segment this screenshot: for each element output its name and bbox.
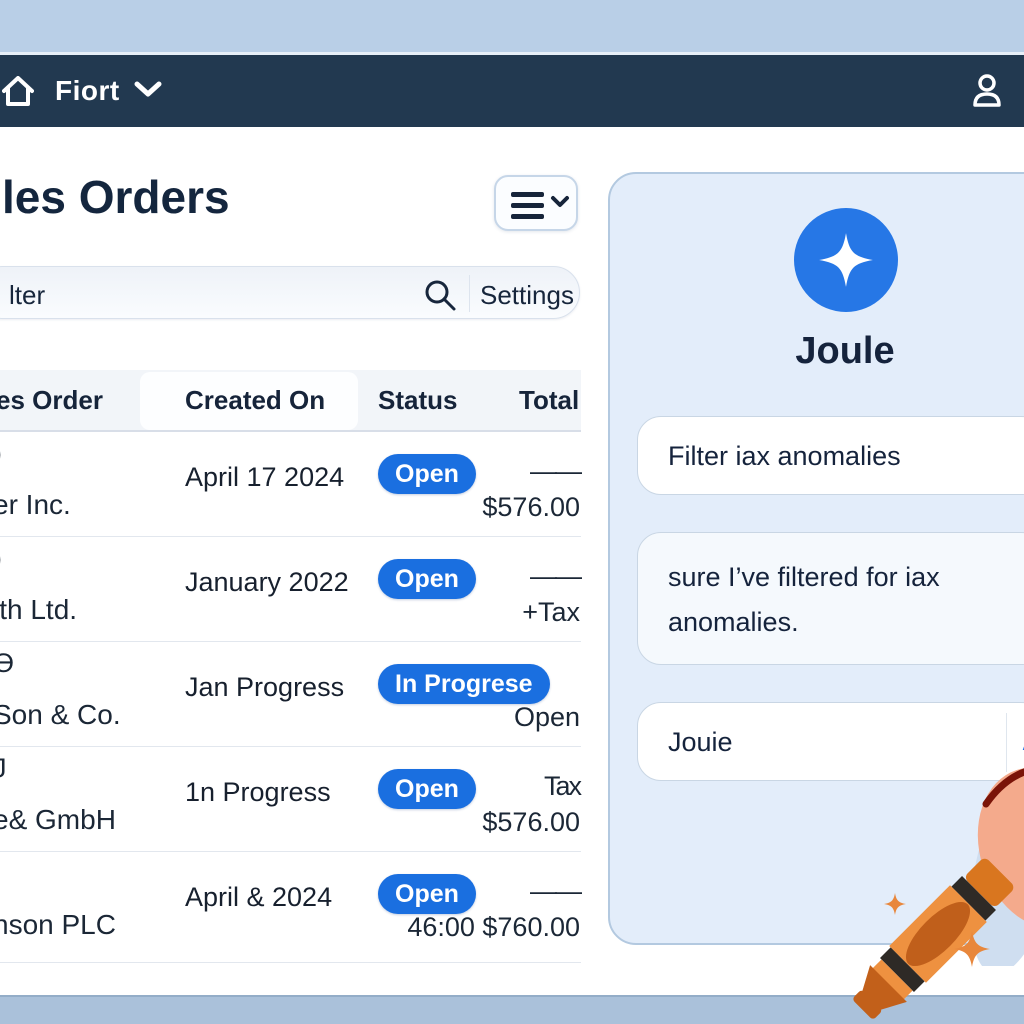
customer-name: e& GmbH: [0, 804, 116, 835]
app-switcher[interactable]: Fiort: [55, 55, 162, 127]
created-on-cell: April & 2024: [185, 882, 333, 912]
total-amount: +Tax: [522, 597, 580, 627]
top-decor-band: [0, 0, 1024, 52]
total-cell: ——: [530, 456, 582, 486]
total-amount: $576.00: [482, 492, 580, 522]
total-amount: $576.00: [482, 807, 580, 837]
column-header-created-on[interactable]: Created On: [185, 385, 326, 415]
settings-button[interactable]: Settings: [480, 280, 574, 310]
filterbar-divider: [469, 275, 470, 312]
created-on-cell: January 2022: [185, 567, 349, 597]
joule-title: Joule: [795, 330, 895, 372]
total-amount: 46:00 $760.00: [407, 912, 580, 942]
view-menu-button[interactable]: [494, 175, 578, 231]
page-title: les Orders: [2, 171, 230, 223]
total-cell: ——: [530, 561, 582, 591]
customer-name: nson PLC: [0, 909, 116, 940]
input-divider: [1006, 713, 1007, 772]
table-header: es Order Created On Status Total: [0, 370, 581, 432]
top-decor-line: [0, 52, 1024, 55]
sparkle-diamond-icon: [818, 232, 874, 293]
chevron-down-icon: [550, 195, 570, 214]
table-row[interactable]: J e& GmbH 1n Progress Open Tax $576.00: [0, 747, 582, 852]
joule-chat-input[interactable]: Jouie Ad: [637, 702, 1024, 781]
app-title: Fiort: [55, 75, 120, 106]
chevron-down-icon: [134, 80, 162, 103]
chat-input-value: Jouie: [668, 727, 733, 757]
order-number: Ɵ: [0, 648, 15, 678]
status-badge: In Progrese: [378, 664, 550, 704]
column-header-sales-order[interactable]: es Order: [0, 385, 103, 415]
total-cell: Tax: [543, 771, 582, 801]
order-number: J: [0, 753, 7, 784]
joule-assistant-panel: Joule Filter iax anomalies sure I’ve fil…: [608, 172, 1024, 945]
column-header-total[interactable]: Total: [519, 385, 580, 415]
filter-input[interactable]: lter Settings: [0, 266, 580, 319]
header-cell-highlight: [140, 372, 358, 430]
joule-logo: [794, 208, 898, 312]
status-badge: Open: [378, 559, 476, 599]
chat-message-text: sure I’ve filtered for iax anomalies.: [668, 562, 940, 637]
customer-name: ith Ltd.: [0, 594, 78, 625]
sparkle-icon: [954, 931, 990, 972]
sparkle-icon: [884, 893, 906, 920]
created-on-cell: Jan Progress: [185, 672, 345, 702]
created-on-cell: April 17 2024: [185, 462, 345, 492]
search-icon[interactable]: [423, 278, 457, 317]
customer-name: er Inc.: [0, 489, 71, 520]
status-badge: Open: [378, 454, 476, 494]
table-row[interactable]: l nson PLC April & 2024 Open —— 46:00 $7…: [0, 852, 582, 963]
table-row[interactable]: Ɵ Son & Co. Jan Progress In Progrese Ope…: [0, 642, 581, 747]
crayon-icon: [838, 842, 1024, 1024]
total-amount: Open: [513, 702, 580, 732]
status-badge: Open: [378, 769, 476, 809]
customer-name: Son & Co.: [0, 699, 121, 730]
table-row[interactable]: ) ith Ltd. January 2022 Open —— +Tax: [0, 537, 582, 642]
filter-value: lter: [9, 280, 46, 310]
home-icon[interactable]: [2, 76, 34, 111]
app-bar: Fiort: [0, 55, 1024, 127]
chat-message-user: Filter iax anomalies: [637, 416, 1024, 495]
person-icon[interactable]: [970, 73, 1004, 114]
status-badge: Open: [378, 874, 476, 914]
created-on-cell: 1n Progress: [185, 777, 331, 807]
send-button[interactable]: Ad: [1022, 725, 1024, 758]
chat-message-text: Filter iax anomalies: [668, 441, 901, 471]
column-header-status[interactable]: Status: [378, 385, 458, 415]
order-number: ): [0, 543, 2, 574]
table-row[interactable]: ) er Inc. April 17 2024 Open —— $576.00: [0, 432, 582, 537]
order-number: ): [0, 438, 2, 469]
chat-message-assistant: sure I’ve filtered for iax anomalies.: [637, 532, 1024, 665]
total-cell: ——: [530, 876, 582, 906]
bottom-decor-band: [0, 995, 1024, 1024]
